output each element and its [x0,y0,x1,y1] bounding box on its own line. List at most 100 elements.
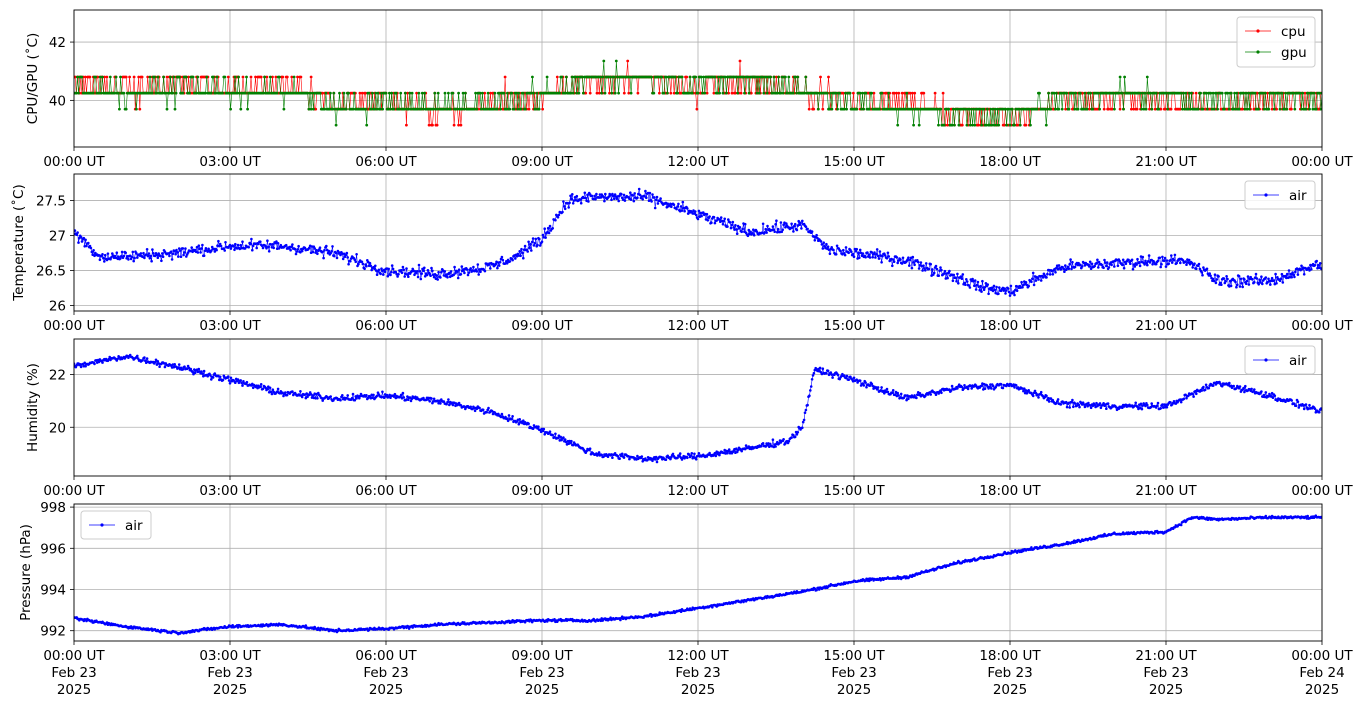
data-point-cpu [527,107,531,111]
data-point-air [132,259,135,263]
data-point-gpu [989,107,993,111]
data-point-gpu [680,75,684,79]
data-point-air [1209,274,1212,278]
data-point-gpu [1233,91,1236,95]
data-point-air [622,193,626,197]
data-point-gpu [1234,107,1238,111]
data-point-gpu [352,91,356,95]
data-point-gpu [558,91,561,95]
data-point-air [80,240,84,243]
x-tick-label: 15:00 UT [823,318,885,334]
data-point-gpu [1072,91,1075,95]
data-point-gpu [504,107,508,111]
data-point-air [268,386,272,390]
data-point-air [1215,278,1219,281]
data-point-gpu [318,91,322,95]
data-point-air [271,243,275,246]
data-point-cpu [360,91,364,95]
data-point-cpu [1002,123,1006,127]
data-point-gpu [375,107,379,111]
data-point-gpu [1155,91,1158,95]
data-point-gpu [188,91,192,95]
data-point-air [183,365,186,369]
data-point-gpu [161,91,164,95]
data-point-gpu [519,107,523,111]
data-point-air [304,396,308,400]
data-point-gpu [687,91,691,95]
data-point-air [431,269,434,273]
data-point-gpu [1013,123,1016,127]
data-point-air [199,251,202,254]
data-point-gpu [609,75,612,79]
data-point-air [1234,280,1237,284]
data-point-air [915,396,918,400]
data-point-air [177,366,180,370]
data-point-gpu [479,107,483,111]
data-point-gpu [338,91,341,95]
data-point-air [1047,400,1051,403]
data-point-air [1122,266,1126,270]
data-point-gpu [1206,107,1209,111]
data-point-gpu [1038,91,1041,95]
data-point-gpu [524,107,527,111]
data-point-air [801,219,804,223]
data-point-air [764,227,767,231]
data-point-air [84,238,87,242]
data-point-air [182,253,185,257]
data-point-air [500,412,504,416]
data-point-air [811,374,815,377]
data-point-air [543,433,546,436]
data-point-air [467,271,471,274]
data-point-air [528,246,531,250]
data-point-air [887,255,891,258]
data-point-air [202,369,206,373]
data-point-air [358,396,361,400]
data-point-gpu [291,91,295,95]
x-tick-label: 09:00 UT [511,154,573,170]
data-point-gpu [306,91,310,95]
data-point-air [522,419,525,423]
data-point-air [1145,261,1148,265]
data-point-air [855,247,858,251]
data-point-gpu [576,75,580,79]
data-point-air [1165,405,1169,409]
data-point-air [446,400,449,404]
data-point-air [251,248,254,252]
data-point-gpu [169,75,172,79]
data-point-air [353,258,357,262]
data-point-air [875,386,878,389]
data-point-air [1100,263,1104,267]
data-point-air [300,395,304,399]
data-point-air [654,455,658,459]
data-point-air [1093,264,1096,268]
data-point-gpu [1157,107,1160,111]
data-point-air [1174,402,1178,405]
data-point-air [295,250,299,253]
data-point-air [429,274,432,278]
data-point-air [563,438,567,441]
data-point-gpu [215,75,219,79]
data-point-air [174,252,177,256]
data-point-gpu [1010,107,1014,111]
data-point-air [377,268,381,272]
data-point-gpu [167,91,171,95]
data-point-gpu [996,107,999,111]
data-point-air [221,378,225,382]
data-point-air [136,256,139,259]
data-point-air [532,244,536,247]
data-point-air [590,194,594,198]
data-point-gpu [1017,107,1021,111]
data-point-air [1147,254,1151,257]
data-point-gpu [1091,107,1095,111]
data-point-air [686,456,689,460]
data-point-air [844,246,848,249]
data-point-air [1020,280,1023,284]
data-point-cpu [1064,107,1067,111]
data-point-air [259,240,262,243]
data-point-air [393,392,397,396]
data-point-air [402,268,406,272]
data-point-gpu [268,75,272,79]
data-point-air [705,212,709,216]
data-point-air [226,375,230,378]
data-point-air [98,258,102,262]
